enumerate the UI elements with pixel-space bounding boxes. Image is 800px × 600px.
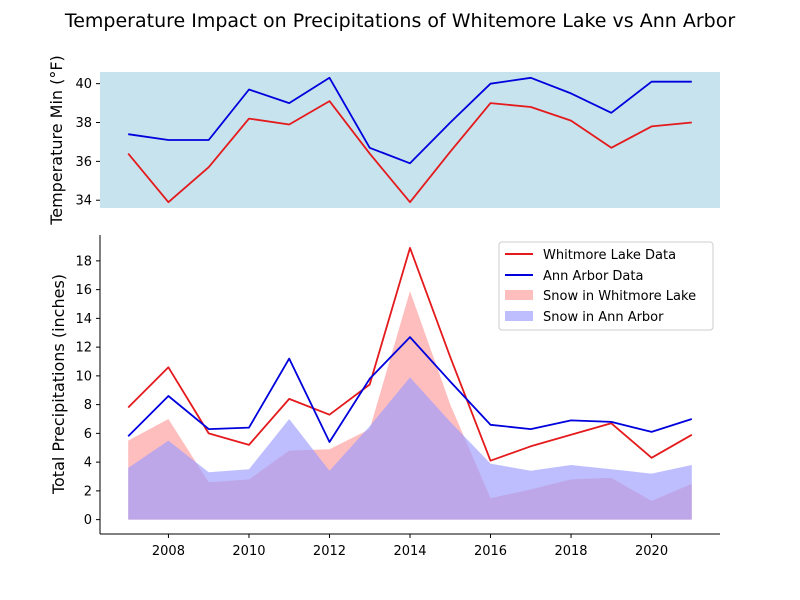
top-y-tick-label: 36 [75,155,92,170]
bottom-x-tick-label: 2018 [554,544,587,559]
bottom-y-tick-label: 6 [84,427,92,442]
bottom-y-tick-label: 14 [75,312,92,327]
legend-swatch-snow-annarbor [505,311,533,321]
bottom-line-whitmore [127,246,693,462]
top-line-whitmore [127,100,692,204]
bottom-panel: 0 2 4 6 8 10 12 14 16 18 2008 2010 2012 2014 2016 2018… [49,235,720,559]
top-y-axis-label: Temperature Min (°F) [47,55,66,226]
bottom-area-snow-annarbor [128,377,692,520]
bottom-x-tick-label: 2020 [635,544,668,559]
bottom-y-tick-label: 16 [75,283,92,298]
bottom-y-tick-label: 0 [84,513,92,528]
bottom-y-tick-label: 8 [84,398,92,413]
legend-label-annarbor-line: Ann Arbor Data [543,269,643,284]
bottom-y-axis-label: Total Precipitations (inches) [49,274,68,495]
chart-title: Temperature Impact on Precipitations of … [64,10,735,32]
legend-item-annarbor-line: Ann Arbor Data [505,269,643,284]
bottom-line-annarbor [127,336,693,443]
legend-swatch-snow-whitmore [505,290,533,300]
bottom-x-tick-label: 2010 [232,544,265,559]
legend-item-snow-annarbor: Snow in Ann Arbor [505,310,664,325]
legend-item-snow-whitmore: Snow in Whitmore Lake [505,289,696,304]
bottom-y-tick-label: 12 [75,341,92,356]
legend-label-whitmore-line: Whitmore Lake Data [543,248,676,263]
bottom-x-tick-label: 2012 [313,544,346,559]
legend: Whitmore Lake Data Ann Arbor Data Snow i… [498,241,714,331]
top-line-annarbor [128,76,692,165]
top-y-tick-label: 34 [75,194,92,209]
bottom-y-tick-label: 10 [75,369,92,384]
top-y-tick-label: 38 [75,116,92,131]
legend-item-whitmore-line: Whitmore Lake Data [505,248,676,263]
legend-box [498,241,714,331]
bottom-x-tick-label: 2016 [474,544,507,559]
legend-label-snow-whitmore: Snow in Whitmore Lake [543,289,696,304]
bottom-x-axis: 2008 2010 2012 2014 2016 2018 2020 [152,534,668,559]
bottom-x-tick-label: 2014 [393,544,426,559]
top-panel: 34 36 38 40 Temperature Min (°F) [47,55,720,226]
bottom-y-tick-label: 18 [75,254,92,269]
bottom-x-tick-label: 2008 [152,544,185,559]
bottom-y-tick-label: 2 [84,484,92,499]
bottom-y-tick-label: 4 [84,456,92,471]
top-y-axis: 34 36 38 40 [75,77,100,209]
bottom-y-axis: 0 2 4 6 8 10 12 14 16 18 [75,254,100,528]
top-y-tick-label: 40 [75,77,92,92]
legend-label-snow-annarbor: Snow in Ann Arbor [543,310,664,325]
